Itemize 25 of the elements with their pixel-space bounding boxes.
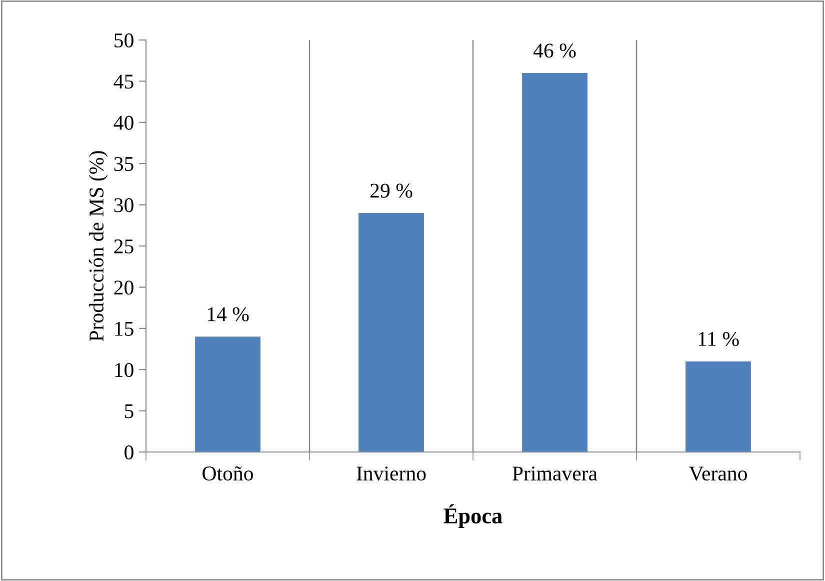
y-tick-label: 40: [114, 116, 134, 130]
x-tick-label: Invierno: [356, 466, 426, 481]
y-tick-label: 20: [114, 280, 134, 295]
y-tick-label: 35: [114, 157, 134, 172]
data-label: 14 %: [208, 307, 249, 322]
x-tick-label: Primavera: [512, 466, 598, 481]
bar: [195, 336, 260, 452]
y-tick-label: 50: [114, 33, 134, 48]
y-tick-label: 45: [114, 74, 134, 89]
x-tick-label: Otoño: [202, 466, 253, 481]
data-label: 46 %: [533, 44, 576, 58]
bar: [358, 213, 424, 452]
y-tick-label: 15: [115, 322, 134, 336]
data-label: 29 %: [370, 184, 412, 198]
y-tick-label: 10: [115, 362, 134, 378]
x-axis-title: Época: [444, 504, 502, 528]
y-tick-label: 0: [124, 445, 134, 460]
data-label: 11 %: [698, 332, 739, 346]
y-tick-label: 5: [124, 404, 134, 418]
x-tick-label: Verano: [688, 466, 747, 481]
bar: [522, 72, 588, 452]
bar: [686, 361, 751, 452]
y-tick-label: 25: [114, 239, 134, 254]
y-tick-label: 30: [114, 198, 134, 212]
y-axis-title: Producción de MS (%): [88, 151, 108, 342]
